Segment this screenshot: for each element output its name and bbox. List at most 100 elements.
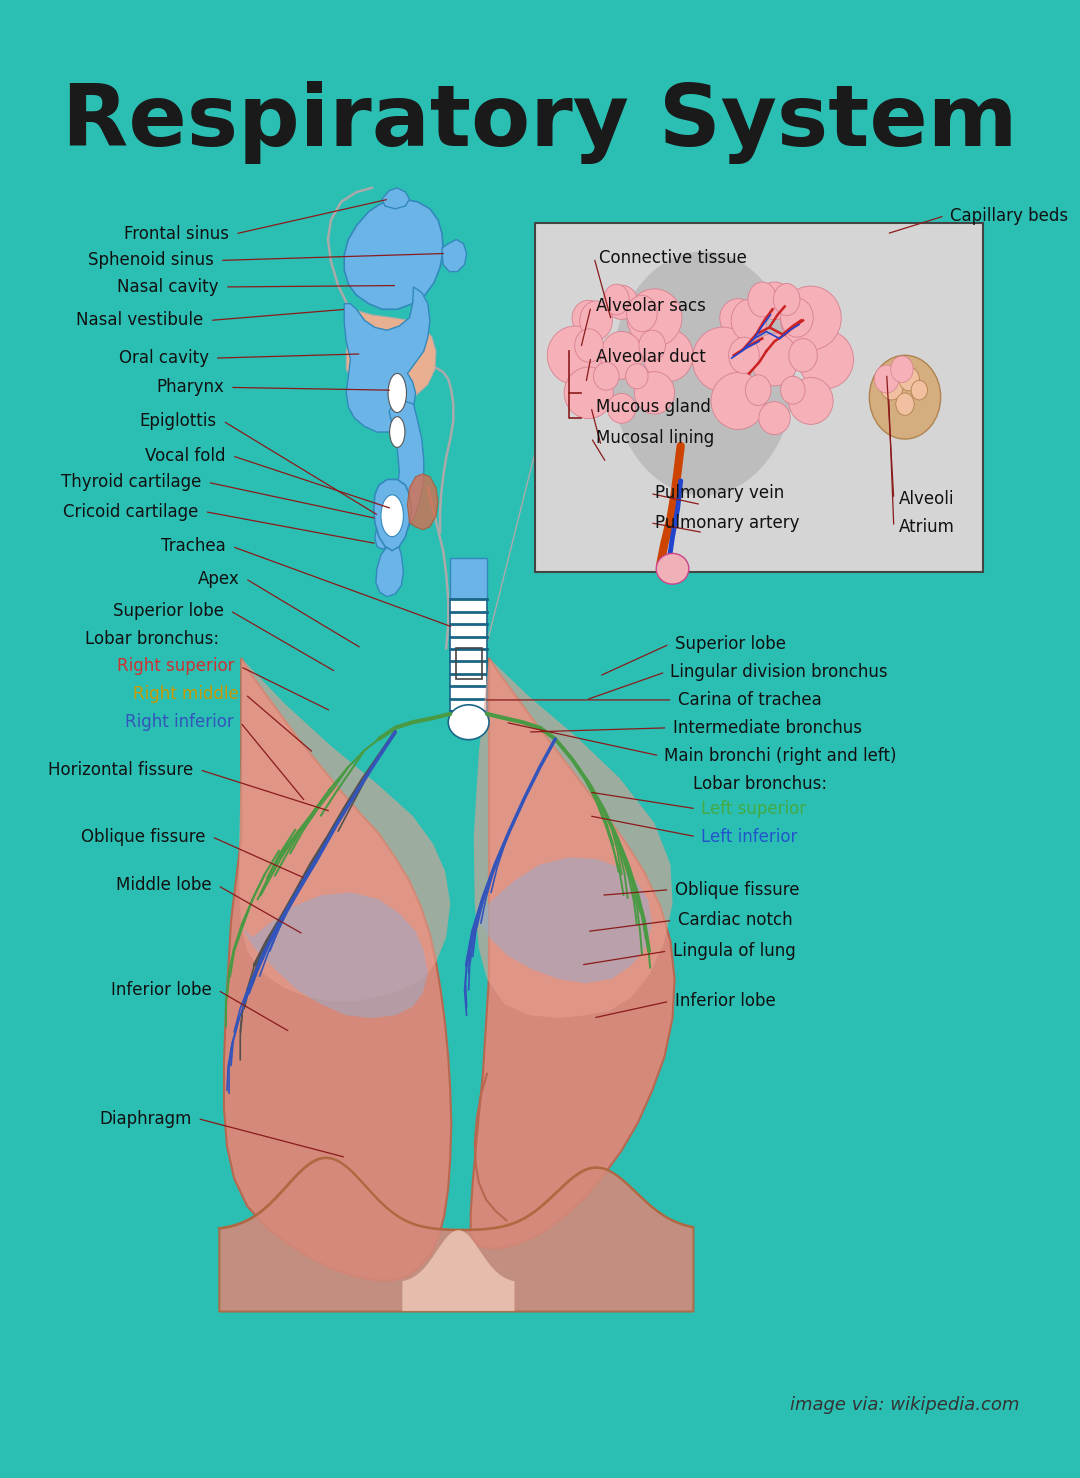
Text: Pharynx: Pharynx [157,378,224,396]
Text: Capillary beds: Capillary beds [949,207,1068,225]
Polygon shape [375,402,423,550]
Ellipse shape [564,367,613,418]
Ellipse shape [381,495,404,537]
Text: Lobar bronchus:: Lobar bronchus: [693,774,827,792]
Ellipse shape [580,302,612,340]
Ellipse shape [912,380,928,401]
Text: Carina of trachea: Carina of trachea [677,690,822,709]
Polygon shape [345,200,443,309]
Text: Mucous gland: Mucous gland [596,398,711,415]
Polygon shape [376,541,404,597]
Text: Epiglottis: Epiglottis [139,412,217,430]
Ellipse shape [759,402,791,435]
Text: Left inferior: Left inferior [701,828,797,845]
Text: Atrium: Atrium [899,517,955,537]
Polygon shape [471,658,675,1249]
Text: Superior lobe: Superior lobe [675,636,785,653]
Text: Nasal cavity: Nasal cavity [118,278,219,296]
Bar [450,600,487,711]
Ellipse shape [625,364,648,389]
Text: Left superior: Left superior [701,800,806,817]
Text: Horizontal fissure: Horizontal fissure [49,761,193,779]
Ellipse shape [390,417,405,448]
Bar [535,223,984,572]
Text: image via: wikipedia.com: image via: wikipedia.com [789,1397,1020,1414]
Polygon shape [407,474,438,529]
Ellipse shape [643,330,693,381]
Text: Superior lobe: Superior lobe [113,602,224,619]
Text: Oral cavity: Oral cavity [119,349,208,367]
Ellipse shape [692,327,754,392]
Text: Alveoli: Alveoli [899,491,955,508]
Polygon shape [345,287,430,432]
Ellipse shape [781,377,805,403]
Text: Main bronchi (right and left): Main bronchi (right and left) [664,746,896,764]
Polygon shape [382,188,409,208]
Ellipse shape [604,284,630,315]
Ellipse shape [899,367,919,390]
Text: Thyroid cartilage: Thyroid cartilage [62,473,202,491]
Ellipse shape [895,393,914,415]
Ellipse shape [748,282,777,316]
Ellipse shape [626,288,681,347]
Text: Right superior: Right superior [117,658,234,675]
Ellipse shape [729,337,759,374]
Polygon shape [241,893,428,1018]
Text: Diaphragm: Diaphragm [99,1110,191,1128]
Ellipse shape [594,362,619,390]
Text: Inferior lobe: Inferior lobe [675,992,775,1011]
Ellipse shape [626,296,658,331]
Text: Apex: Apex [198,569,240,588]
Ellipse shape [745,375,771,405]
Ellipse shape [757,282,793,319]
Ellipse shape [798,331,853,389]
Ellipse shape [869,355,941,439]
Ellipse shape [448,705,489,739]
Text: Lingular division bronchus: Lingular division bronchus [671,664,888,681]
Text: Oblique fissure: Oblique fissure [675,881,799,899]
Ellipse shape [634,371,675,414]
Ellipse shape [880,375,903,401]
Polygon shape [240,658,450,1001]
Text: Intermediate bronchus: Intermediate bronchus [673,718,862,738]
Ellipse shape [572,300,605,336]
Text: Pulmonary artery: Pulmonary artery [656,514,799,532]
Ellipse shape [751,333,798,386]
Text: Alveolar duct: Alveolar duct [596,347,706,365]
Ellipse shape [657,553,689,584]
Ellipse shape [607,393,636,423]
Ellipse shape [788,377,833,424]
Ellipse shape [548,327,603,384]
Text: Cardiac notch: Cardiac notch [677,912,793,930]
Text: Pulmonary vein: Pulmonary vein [656,485,784,503]
Ellipse shape [773,284,800,315]
Ellipse shape [875,365,899,393]
Text: Respiratory System: Respiratory System [63,81,1017,164]
Text: Lobar bronchus:: Lobar bronchus: [84,630,219,647]
Ellipse shape [388,374,406,412]
Text: Right inferior: Right inferior [125,714,234,732]
Text: Inferior lobe: Inferior lobe [111,981,212,999]
Ellipse shape [719,299,757,337]
Polygon shape [224,658,451,1280]
Ellipse shape [606,285,638,319]
Text: Nasal vestibule: Nasal vestibule [77,312,203,330]
Text: Vocal fold: Vocal fold [146,446,226,464]
Text: Connective tissue: Connective tissue [599,248,747,266]
Text: Alveolar sacs: Alveolar sacs [596,297,706,315]
Text: Sphenoid sinus: Sphenoid sinus [87,251,214,269]
Ellipse shape [711,372,766,430]
Text: Trachea: Trachea [161,538,226,556]
Polygon shape [374,479,411,551]
Text: Oblique fissure: Oblique fissure [81,828,205,845]
Polygon shape [442,239,467,272]
Ellipse shape [781,287,841,350]
Text: Right middle: Right middle [134,686,240,704]
Bar [457,649,482,678]
Ellipse shape [788,338,818,372]
Text: Cricoid cartilage: Cricoid cartilage [63,503,199,520]
Bar [450,557,487,600]
Ellipse shape [611,251,795,495]
Polygon shape [347,309,436,402]
Text: Lingula of lung: Lingula of lung [673,941,795,961]
